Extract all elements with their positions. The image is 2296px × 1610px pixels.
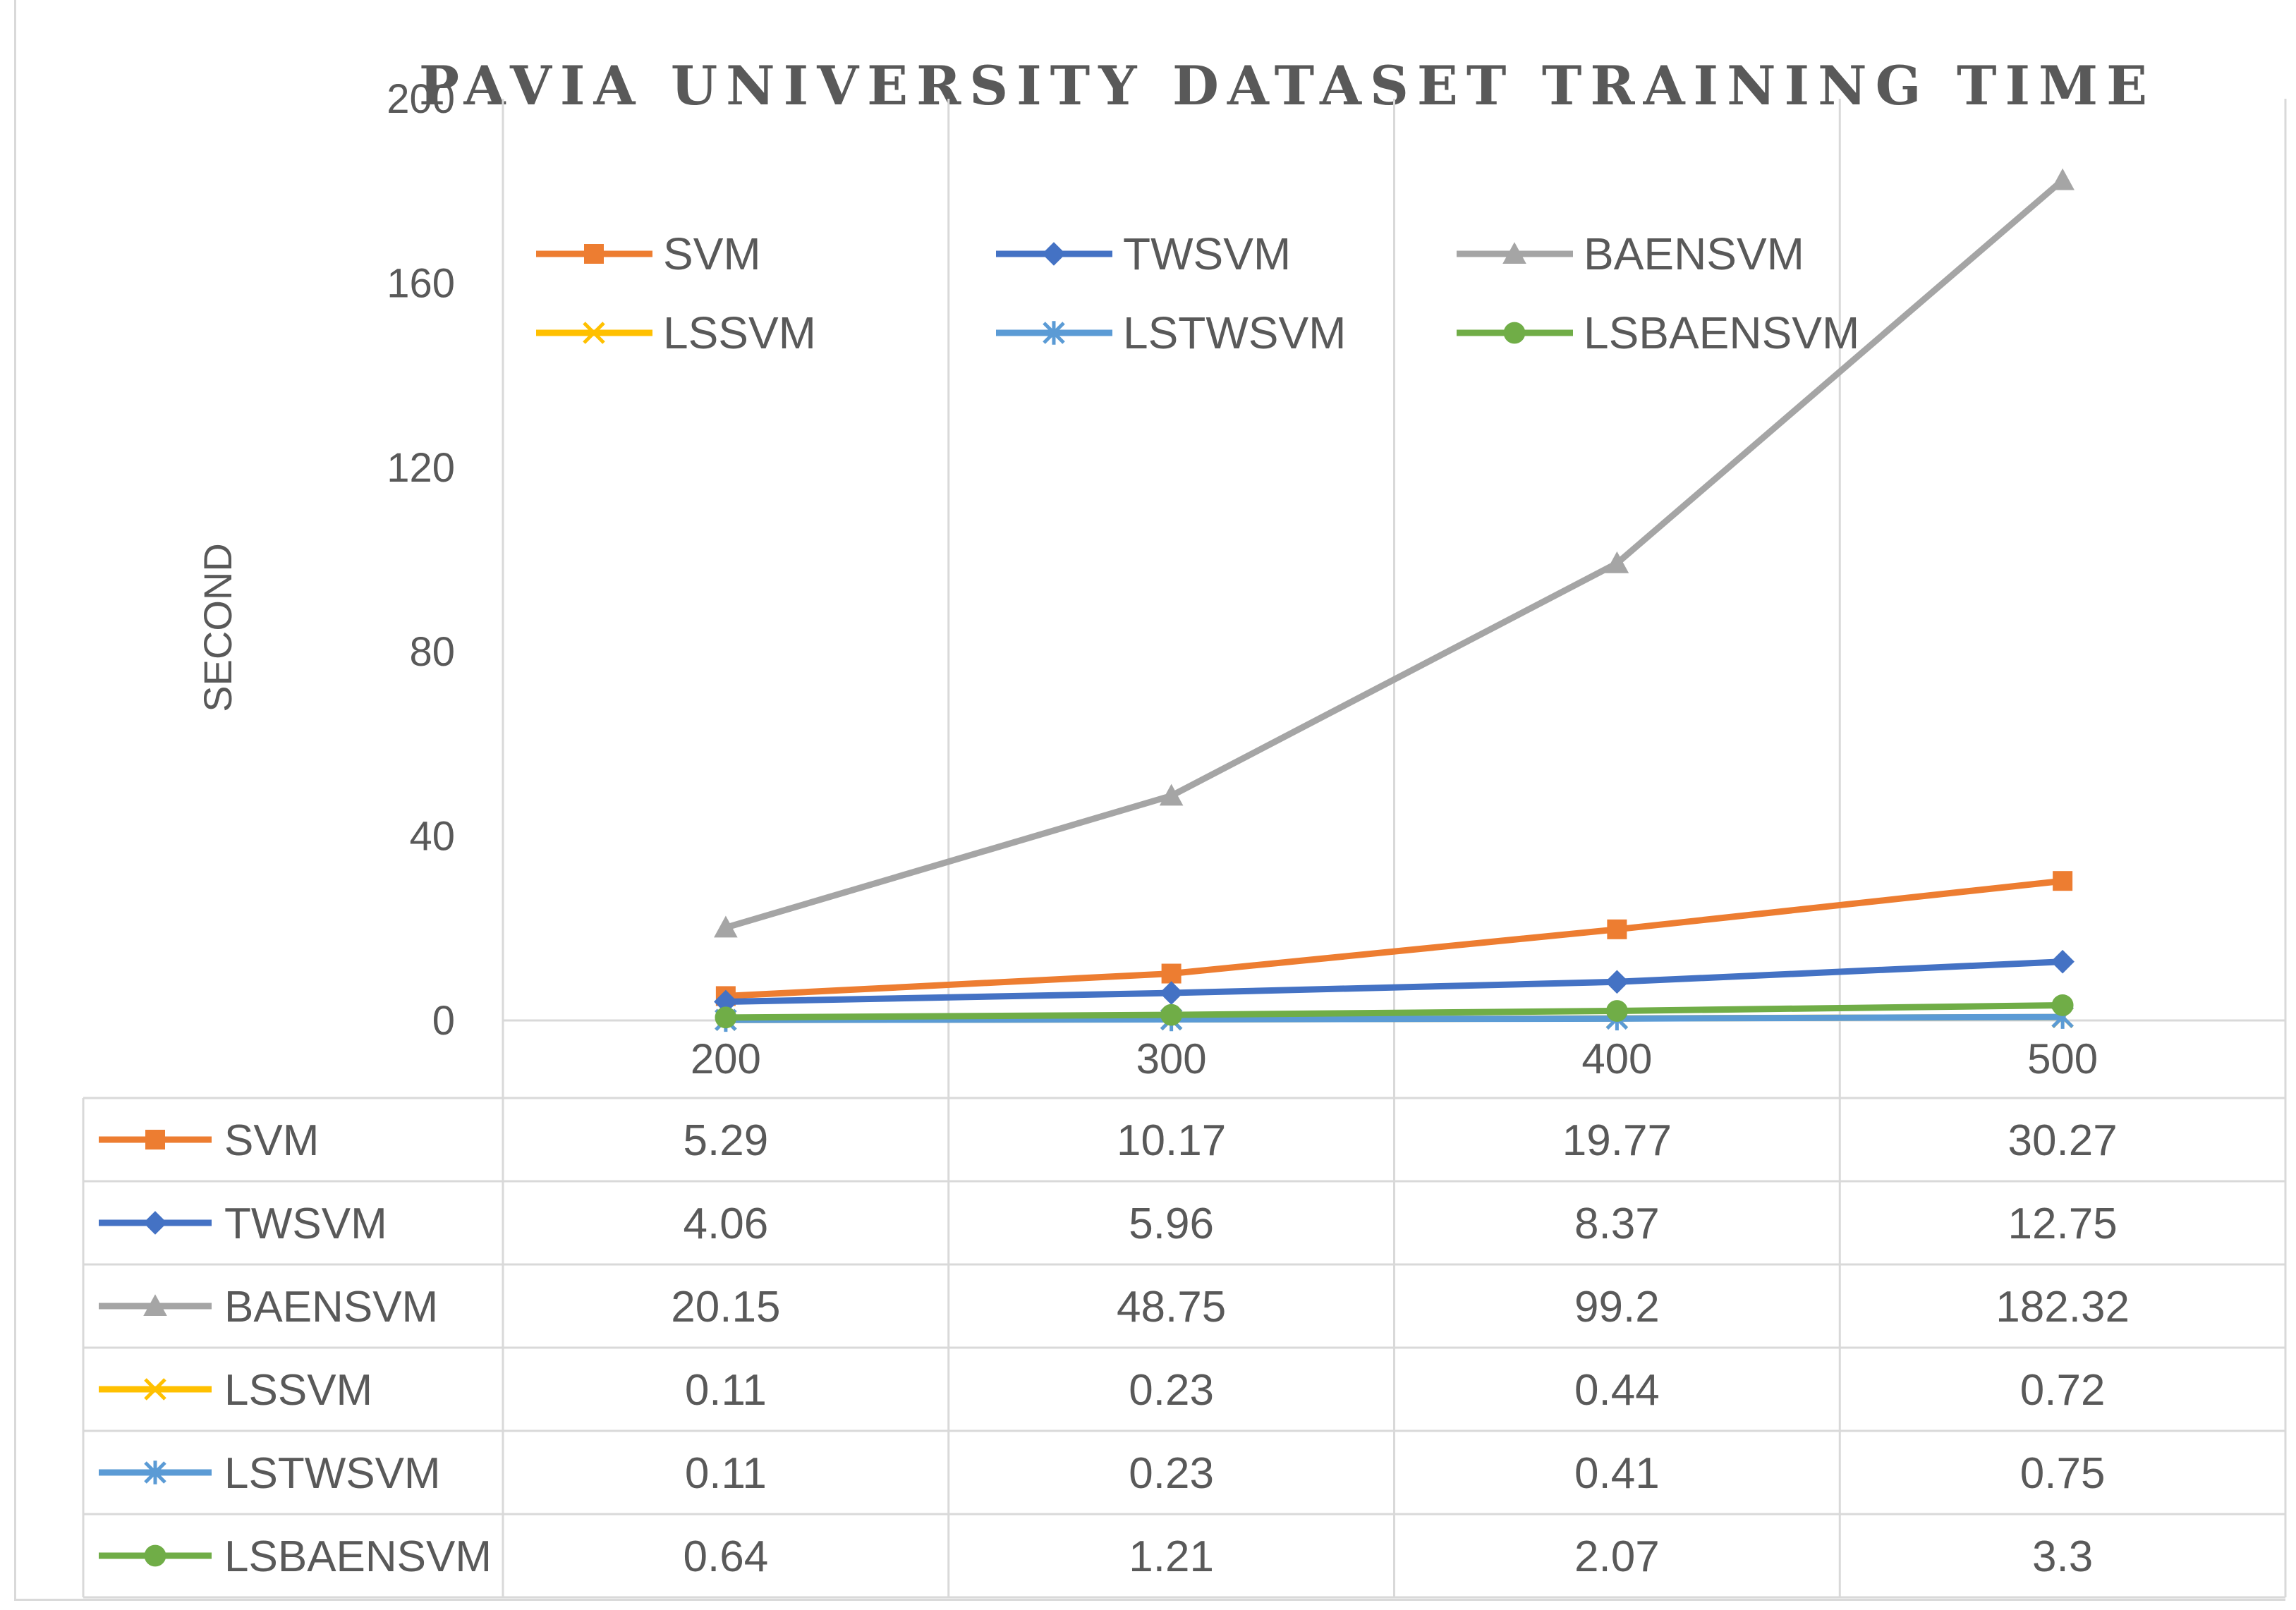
- series-line-svm: [722, 877, 2066, 999]
- table-cell-value: 2.07: [1574, 1532, 1660, 1581]
- legend-item-lssvm: LSSVM: [536, 307, 816, 358]
- legend-marker: [584, 244, 604, 264]
- data-point-twsvm: [2051, 949, 2075, 974]
- legend-label: TWSVM: [1123, 228, 1291, 279]
- data-point-svm: [1161, 963, 1182, 984]
- series-line-lsbaensvm: [722, 1001, 2066, 1021]
- y-tick-label: 80: [409, 629, 455, 675]
- x-tick-label: 200: [691, 1035, 761, 1083]
- table-cell-value: 99.2: [1574, 1283, 1660, 1331]
- table-cell-value: 0.64: [684, 1532, 769, 1581]
- chart-frame: [14, 0, 2285, 1601]
- legend-item-svm: SVM: [536, 228, 761, 279]
- table-legend-marker: [144, 1460, 166, 1484]
- table-legend-marker: [144, 1378, 166, 1401]
- legend-item-lsbaensvm: LSBAENSVM: [1457, 307, 1859, 358]
- x-tick-label: 500: [2027, 1035, 2098, 1083]
- table-cell-value: 0.72: [2020, 1366, 2106, 1415]
- y-axis-label: SECOND: [195, 543, 240, 712]
- x-tick-label: 300: [1136, 1035, 1207, 1083]
- table-cell-value: 19.77: [1562, 1116, 1672, 1165]
- data-point-twsvm: [1159, 981, 1184, 1005]
- data-point-lsbaensvm: [1160, 1004, 1183, 1026]
- table-series-name: BAENSVM: [224, 1283, 438, 1331]
- table-cell-value: 12.75: [2008, 1200, 2118, 1248]
- table-row: LSTWSVM 0.11 0.23 0.41 0.75: [99, 1449, 2105, 1498]
- legend-marker: [1043, 321, 1065, 345]
- table-row: LSSVM 0.11 0.23 0.44 0.72: [99, 1366, 2105, 1415]
- table-series-name: LSBAENSVM: [224, 1532, 492, 1581]
- table-cell-value: 4.06: [684, 1200, 769, 1248]
- table-series-name: TWSVM: [224, 1200, 387, 1248]
- legend-marker: [583, 322, 605, 344]
- table-row: BAENSVM 20.15 48.75 99.2 182.32: [99, 1283, 2130, 1331]
- data-point-svm: [1607, 919, 1627, 939]
- data-point-lsbaensvm: [715, 1006, 737, 1029]
- table-legend-marker: [143, 1294, 167, 1316]
- legend-label: BAENSVM: [1584, 228, 1804, 279]
- table-cell-value: 0.11: [685, 1449, 767, 1498]
- table-cell-value: 0.44: [1574, 1366, 1660, 1415]
- table-cell-value: 5.96: [1129, 1200, 1214, 1248]
- data-point-baensvm: [1605, 551, 1629, 573]
- table-row: LSBAENSVM 0.64 1.21 2.07 3.3: [99, 1532, 2093, 1581]
- table-cell-value: 5.29: [684, 1116, 769, 1165]
- table-series-name: LSSVM: [224, 1366, 372, 1415]
- y-tick-label: 160: [387, 260, 455, 306]
- data-point-baensvm: [2051, 168, 2075, 190]
- y-tick-label: 0: [432, 998, 455, 1044]
- legend-item-baensvm: BAENSVM: [1457, 228, 1804, 279]
- table-row: TWSVM 4.06 5.96 8.37 12.75: [99, 1200, 2118, 1248]
- data-point-baensvm: [714, 915, 738, 938]
- table-series-name: SVM: [224, 1116, 319, 1165]
- table-cell-value: 0.11: [685, 1366, 767, 1415]
- legend-item-twsvm: TWSVM: [996, 228, 1291, 279]
- data-point-lsbaensvm: [1605, 1000, 1628, 1022]
- y-tick-label: 120: [387, 445, 455, 491]
- data-point-svm: [2053, 871, 2073, 891]
- table-legend-marker: [143, 1211, 167, 1235]
- table-cell-value: 0.23: [1129, 1366, 1214, 1415]
- table-cell-value: 3.3: [2032, 1532, 2093, 1581]
- series-line-twsvm: [722, 958, 2066, 1005]
- table-legend-marker: [145, 1130, 165, 1149]
- table-cell-value: 0.41: [1574, 1449, 1660, 1498]
- table-cell-value: 8.37: [1574, 1200, 1660, 1248]
- legend-item-lstwsvm: LSTWSVM: [996, 307, 1346, 358]
- legend-label: LSTWSVM: [1123, 307, 1346, 358]
- legend-marker: [1042, 242, 1066, 266]
- legend-marker: [1503, 322, 1526, 344]
- series-line-lstwsvm: [722, 1013, 2066, 1023]
- data-point-twsvm: [714, 989, 738, 1014]
- table-series-name: LSTWSVM: [224, 1449, 441, 1498]
- chart-title: PAVIA UNIVERSITY DATASET TRAINING TIME: [419, 54, 2156, 117]
- table-cell-value: 20.15: [671, 1283, 780, 1331]
- data-point-lsbaensvm: [2051, 994, 2074, 1016]
- data-point-baensvm: [1159, 783, 1184, 806]
- table-legend-marker: [144, 1544, 166, 1567]
- data-point-twsvm: [1605, 970, 1629, 994]
- table-row: SVM 5.29 10.17 19.77 30.27: [99, 1116, 2118, 1165]
- legend-marker: [1502, 242, 1526, 264]
- table-cell-value: 1.21: [1129, 1532, 1214, 1581]
- table-cell-value: 0.75: [2020, 1449, 2106, 1498]
- legend-label: LSSVM: [663, 307, 816, 358]
- x-tick-label: 400: [1581, 1035, 1652, 1083]
- table-cell-value: 182.32: [1996, 1283, 2130, 1331]
- y-tick-label: 200: [387, 76, 455, 122]
- table-cell-value: 10.17: [1117, 1116, 1226, 1165]
- table-cell-value: 48.75: [1117, 1283, 1226, 1331]
- series-line-baensvm: [722, 177, 2066, 931]
- table-cell-value: 30.27: [2008, 1116, 2118, 1165]
- table-cell-value: 0.23: [1129, 1449, 1214, 1498]
- legend-label: LSBAENSVM: [1584, 307, 1859, 358]
- legend-label: SVM: [663, 228, 761, 279]
- y-tick-label: 40: [409, 814, 455, 860]
